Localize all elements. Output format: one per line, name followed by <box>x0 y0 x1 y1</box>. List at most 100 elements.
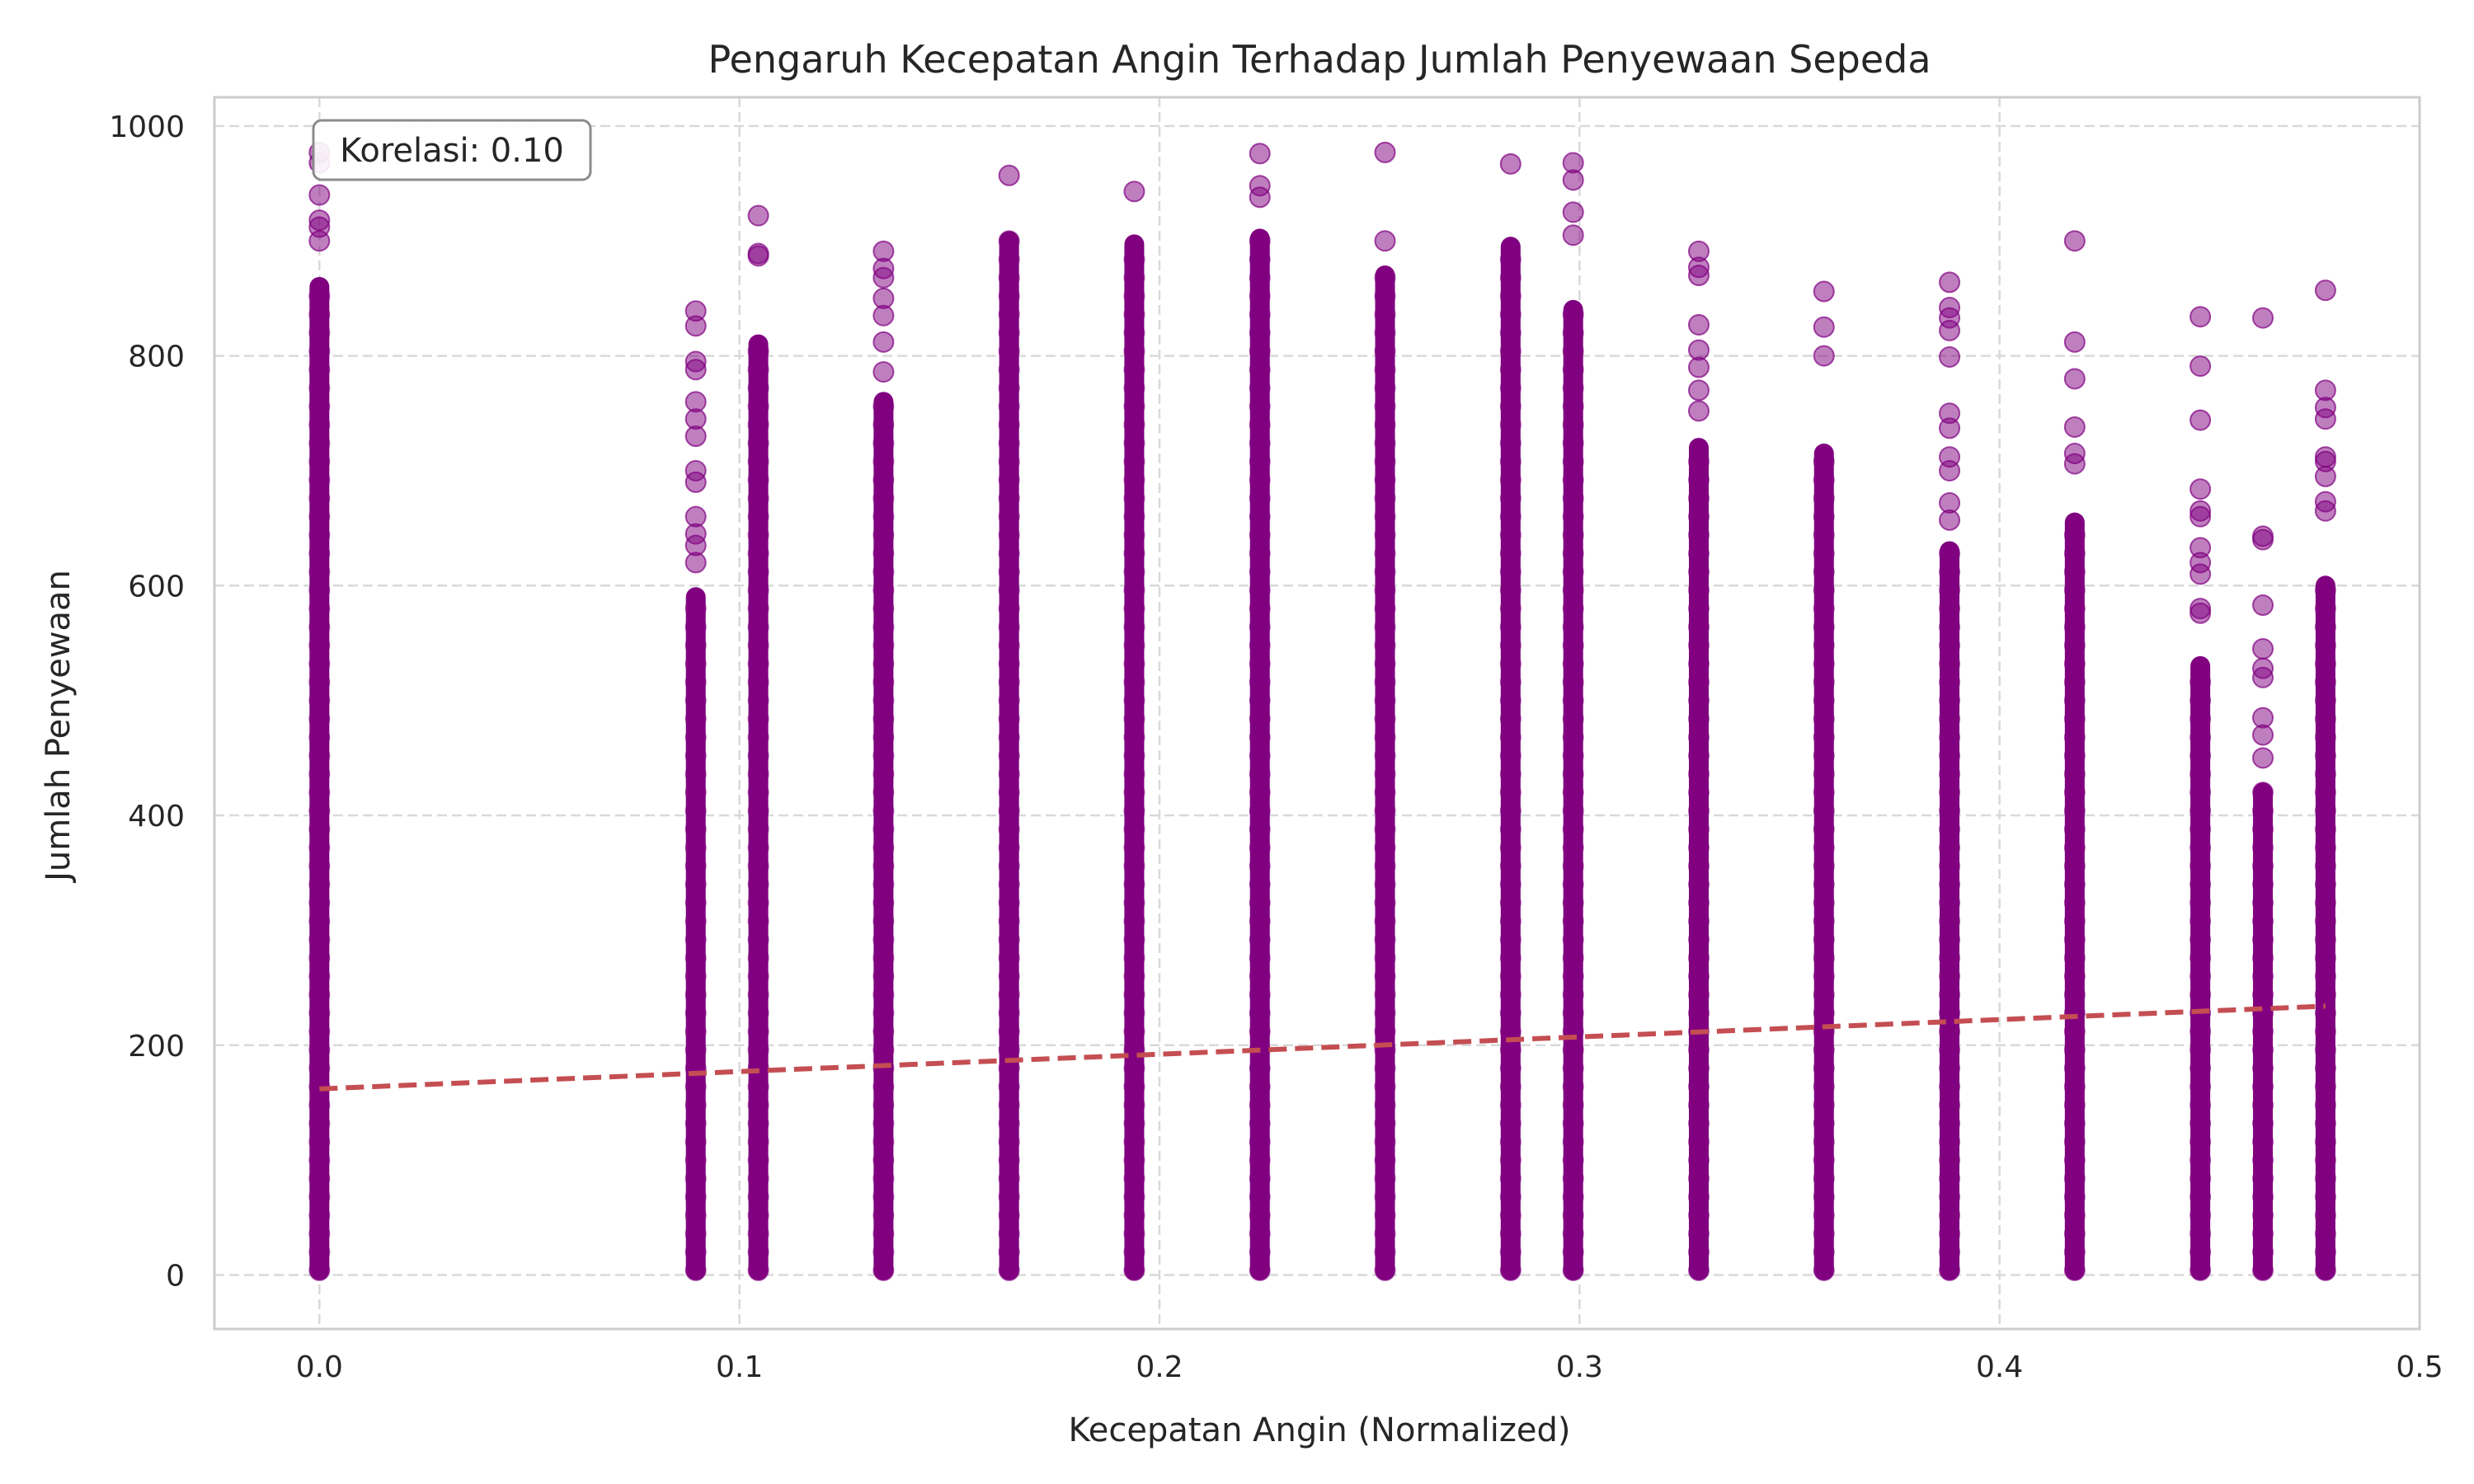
data-point <box>747 579 769 601</box>
data-point <box>1813 1149 1835 1172</box>
data-point <box>872 1021 895 1043</box>
data-point <box>747 487 769 510</box>
data-point <box>308 818 331 840</box>
data-point <box>2252 1167 2274 1190</box>
data-point <box>1374 524 1396 546</box>
data-point <box>2063 1094 2086 1116</box>
data-point <box>998 377 1020 399</box>
data-point <box>872 855 895 877</box>
data-point <box>684 1039 707 1061</box>
data-point <box>1249 891 1271 913</box>
data-point <box>308 910 331 932</box>
data-point <box>2252 1057 2274 1079</box>
data-point <box>1939 891 1961 913</box>
data-point <box>998 248 1020 270</box>
data-point <box>2252 984 2274 1006</box>
data-point <box>1374 1094 1396 1116</box>
data-point <box>747 204 769 227</box>
data-point <box>1123 432 1145 454</box>
data-point <box>1939 616 1961 638</box>
data-point <box>1249 377 1271 399</box>
data-point <box>1562 524 1584 546</box>
data-point <box>872 1186 895 1208</box>
data-point <box>308 671 331 693</box>
data-point <box>1499 891 1522 913</box>
data-point <box>872 763 895 785</box>
data-point <box>1374 1002 1396 1024</box>
correlation-annotation: Korelasi: 0.10 <box>312 119 592 181</box>
data-point <box>308 285 331 308</box>
data-point <box>1249 450 1271 472</box>
data-point <box>1123 873 1145 895</box>
data-point <box>1813 1205 1835 1227</box>
data-point <box>872 616 895 638</box>
data-point <box>747 1002 769 1024</box>
data-point <box>1499 285 1522 308</box>
data-point <box>747 1186 769 1208</box>
data-point <box>998 230 1020 252</box>
data-point <box>1249 1205 1271 1227</box>
data-point <box>1249 524 1271 546</box>
data-point <box>2063 984 2086 1006</box>
data-point <box>1562 1039 1584 1061</box>
data-point <box>1249 143 1271 165</box>
data-point <box>1939 873 1961 895</box>
data-point <box>998 266 1020 289</box>
data-point <box>747 928 769 951</box>
data-point <box>872 395 895 417</box>
data-point <box>2314 279 2336 302</box>
data-point <box>1123 303 1145 326</box>
data-point <box>747 377 769 399</box>
data-point <box>1813 505 1835 528</box>
data-point <box>684 1167 707 1190</box>
data-point <box>2189 689 2212 711</box>
data-point <box>1123 782 1145 804</box>
data-point <box>1813 1002 1835 1024</box>
data-point <box>2063 1149 2086 1172</box>
data-point <box>1499 266 1522 289</box>
data-point <box>1562 169 1584 191</box>
data-point <box>1499 153 1522 175</box>
data-point <box>747 1057 769 1079</box>
data-point <box>1813 928 1835 951</box>
data-point <box>2314 965 2336 988</box>
data-point <box>2063 1167 2086 1190</box>
data-point <box>998 164 1020 186</box>
data-point <box>684 1205 707 1227</box>
data-point <box>2314 891 2336 913</box>
data-point <box>684 1112 707 1134</box>
data-point <box>747 634 769 656</box>
data-point <box>2189 744 2212 767</box>
data-point <box>1939 1186 1961 1208</box>
wind-column <box>1249 143 1271 1281</box>
data-point <box>2063 837 2086 859</box>
data-point <box>684 837 707 859</box>
data-point <box>308 928 331 951</box>
data-point <box>1374 744 1396 767</box>
data-point <box>998 910 1020 932</box>
wind-column <box>2189 306 2212 1281</box>
data-point <box>1687 653 1710 675</box>
data-point <box>1374 763 1396 785</box>
data-point <box>2063 689 2086 711</box>
data-point <box>2314 1039 2336 1061</box>
data-point <box>308 1021 331 1043</box>
data-point <box>998 505 1020 528</box>
data-point <box>1374 1057 1396 1079</box>
data-point <box>2314 579 2336 601</box>
data-point <box>872 561 895 583</box>
data-point <box>1499 1149 1522 1172</box>
data-point <box>2314 671 2336 693</box>
data-point <box>747 873 769 895</box>
data-point <box>684 1223 707 1245</box>
data-point <box>1687 561 1710 583</box>
data-point <box>2252 837 2274 859</box>
data-point <box>1562 303 1584 326</box>
data-point <box>1939 965 1961 988</box>
data-point <box>2314 837 2336 859</box>
data-point <box>1123 414 1145 436</box>
x-tick-label: 0.1 <box>716 1350 763 1384</box>
data-point <box>998 744 1020 767</box>
data-point <box>1123 266 1145 289</box>
data-point <box>872 1094 895 1116</box>
